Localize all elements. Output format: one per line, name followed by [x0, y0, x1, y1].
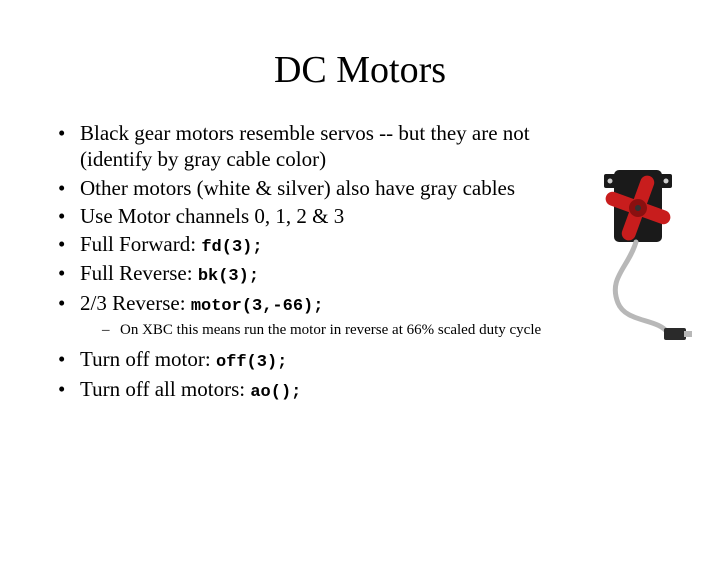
motor-plug	[664, 328, 686, 340]
code-snippet: fd(3);	[201, 238, 262, 257]
motor-cable	[615, 242, 668, 333]
motor-image	[568, 168, 698, 348]
bullet-text: Turn off motor:	[80, 347, 216, 371]
bullet-text: Turn off all motors:	[80, 377, 250, 401]
code-snippet: ao();	[250, 383, 301, 402]
bullet-text: 2/3 Reverse:	[80, 291, 191, 315]
list-item: Other motors (white & silver) also have …	[58, 175, 538, 201]
list-item: Turn off motor: off(3);	[58, 346, 700, 373]
code-snippet: motor(3,-66);	[191, 297, 324, 316]
bullet-text: Full Reverse:	[80, 261, 198, 285]
code-snippet: bk(3);	[198, 267, 259, 286]
code-snippet: off(3);	[216, 353, 287, 372]
list-item: Black gear motors resemble servos -- but…	[58, 120, 568, 173]
page-title: DC Motors	[0, 48, 720, 92]
list-item: Turn off all motors: ao();	[58, 376, 700, 403]
bullet-text: Full Forward:	[80, 232, 201, 256]
